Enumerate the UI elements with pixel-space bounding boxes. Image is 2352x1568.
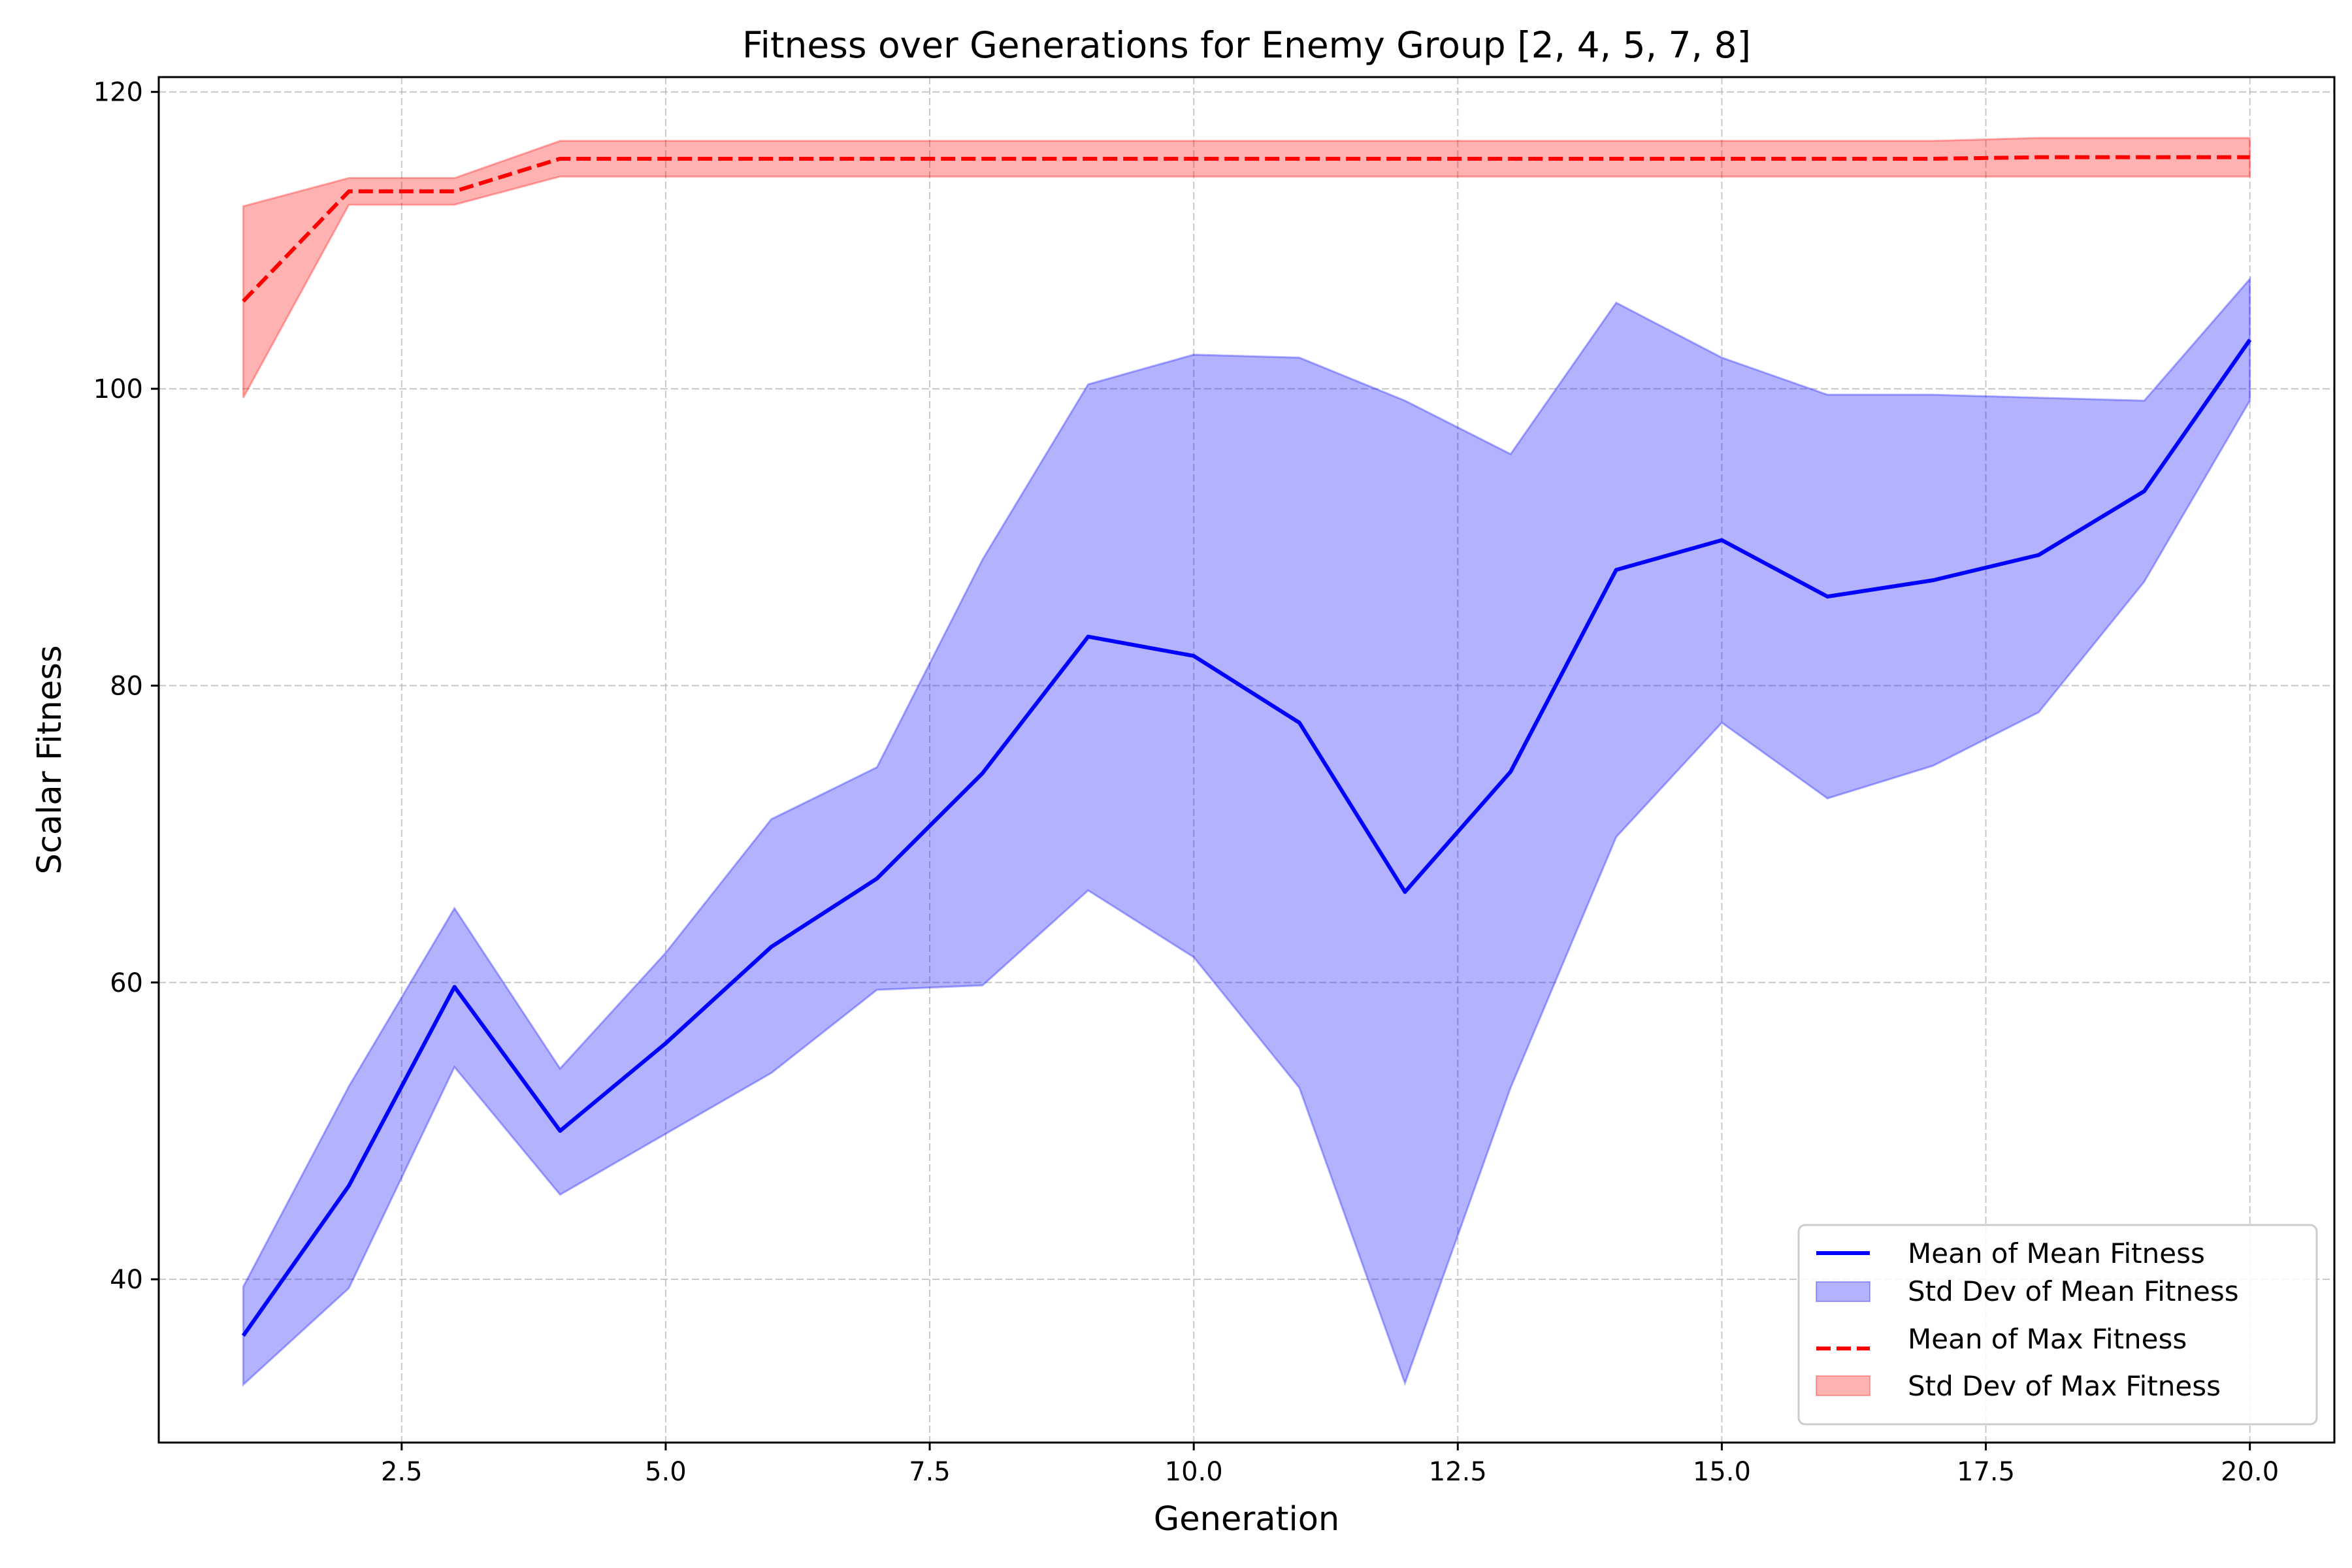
plot-background [159, 77, 2334, 1443]
line-mean-of-max-fitness [242, 155, 2250, 303]
y-tick-label: 100 [93, 374, 143, 404]
x-tick-label: 17.5 [1957, 1457, 2015, 1487]
y-axis-ticks: 40 60 80 100 120 [93, 78, 159, 1295]
legend-box [1797, 1224, 2318, 1426]
y-axis-label: Scalar Fitness [31, 645, 69, 875]
y-tick-label: 120 [93, 78, 143, 108]
x-tick-label: 2.5 [381, 1457, 423, 1487]
x-tick-label: 7.5 [909, 1457, 951, 1487]
x-axis-ticks: 2.5 5.0 7.5 10.0 12.5 15.0 17.5 20.0 [381, 1443, 2279, 1487]
x-tick-label: 20.0 [2221, 1457, 2279, 1487]
legend-label-std-dev-of-mean-fitness: Std Dev of Mean Fitness [1908, 1275, 2239, 1307]
line-layer [241, 155, 2252, 1337]
y-tick-label: 40 [110, 1265, 143, 1295]
legend: Mean of Mean Fitness Std Dev of Mean Fit… [1797, 1224, 2318, 1426]
x-tick-label: 12.5 [1429, 1457, 1487, 1487]
y-tick-label: 80 [110, 671, 143, 701]
grid-layer [159, 77, 2334, 1443]
x-tick-label: 15.0 [1693, 1457, 1751, 1487]
legend-label-std-dev-of-max-fitness: Std Dev of Max Fitness [1908, 1370, 2221, 1402]
legend-swatch-std-dev-of-mean-fitness [1816, 1281, 1870, 1302]
line-mean-of-mean-fitness [241, 338, 2252, 1337]
y-tick-label: 60 [110, 968, 143, 998]
x-tick-label: 10.0 [1165, 1457, 1223, 1487]
legend-label-mean-of-max-fitness: Mean of Max Fitness [1908, 1323, 2187, 1355]
legend-swatch-std-dev-of-max-fitness [1816, 1375, 1870, 1396]
legend-label-mean-of-mean-fitness: Mean of Mean Fitness [1908, 1237, 2205, 1269]
band-std-dev-of-max-fitness [242, 137, 2251, 399]
chart-title: Fitness over Generations for Enemy Group… [742, 24, 1751, 66]
plot-frame [157, 76, 2336, 1444]
x-tick-label: 5.0 [645, 1457, 687, 1487]
x-axis-label: Generation [1154, 1500, 1340, 1539]
